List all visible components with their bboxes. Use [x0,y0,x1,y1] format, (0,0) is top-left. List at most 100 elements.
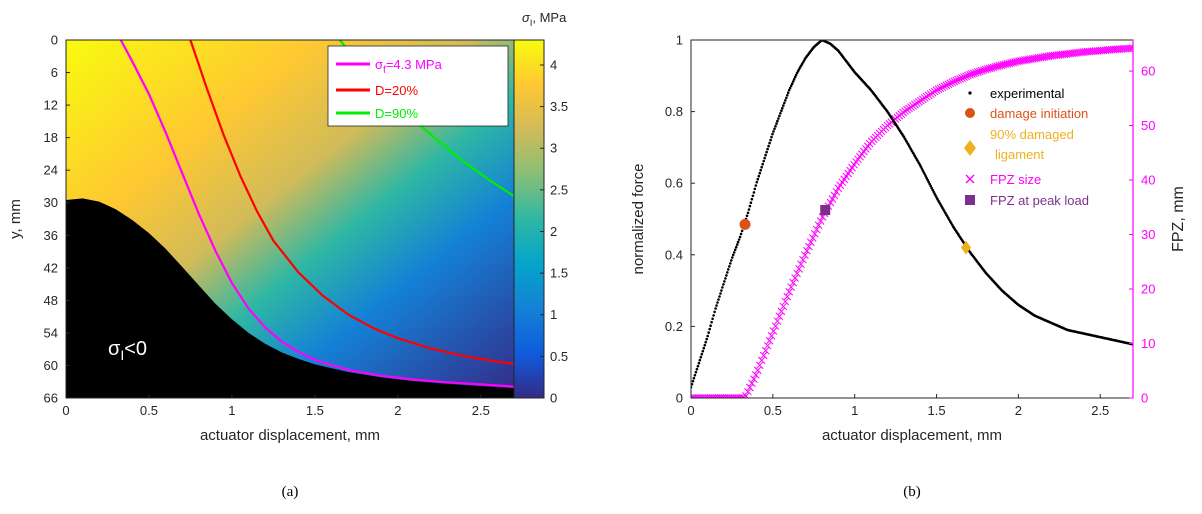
colorbar-label: σI, MPa [522,10,567,28]
fpz-size-marker [830,191,839,200]
experimental-point [695,367,699,371]
fpz-size-marker [808,234,817,242]
fpz-size-marker [771,322,780,330]
legend-b-label-ligament: 90% damaged [990,127,1074,142]
negative-region-label: σI<0 [108,338,147,363]
y-right-tick-label-b: 40 [1141,173,1155,188]
experimental-point [708,327,711,331]
fpz-size-marker [712,394,721,398]
fpz-size-marker [942,81,951,90]
fpz-size-marker [744,387,752,396]
experimental-point [701,349,705,353]
fpz-size-marker [954,75,963,84]
experimental-point [698,358,702,362]
x-tick-label-b: 0.5 [764,403,782,418]
experimental-point [709,324,712,328]
cb-label-sub: I [530,18,533,28]
colorbar-tick-label: 3 [550,141,557,156]
fpz-size-marker [704,394,713,398]
x-tick-label-b: 2.5 [1091,403,1109,418]
experimental-point [783,101,786,105]
experimental-point [752,191,756,194]
fpz-size-marker [718,394,727,398]
fpz-size-marker [769,327,778,335]
fpz-size-marker [948,78,957,87]
experimental-point [707,331,710,334]
x-axis-label-a: actuator displacement, mm [200,427,380,444]
experimental-point [733,248,737,252]
y-tick-label-a: 0 [51,33,58,48]
fpz-size-marker [783,292,792,301]
experimental-point [769,138,772,142]
experimental-point [729,262,732,265]
experimental-point [693,373,697,377]
cb-label-symbol: σ [522,10,531,25]
experimental-point [697,361,701,365]
fpz-size-marker [828,195,837,203]
fpz-size-marker [757,356,766,365]
fpz-size-marker [722,394,731,398]
fpz-size-marker [693,394,701,398]
fpz-size-marker [773,317,782,326]
fpz-size-marker [946,79,955,88]
experimental-point [718,295,721,298]
y-right-tick-label-b: 50 [1141,118,1155,133]
fpz-size-marker [746,383,754,392]
experimental-point [745,214,749,218]
experimental-point [735,243,739,246]
y-tick-label-b: 0.8 [665,104,683,119]
experimental-point [771,132,774,136]
fpz-size-marker [730,394,739,398]
experimental-point [738,235,742,239]
panel-a-caption: (a) [282,484,299,500]
experimental-point [706,334,709,338]
neg-label-symbol: σ [108,338,121,360]
fpz-size-marker [706,394,715,398]
experimental-point [721,286,724,289]
fpz-size-marker [940,82,949,91]
negative-stress-region [66,198,514,398]
experimental-point [762,159,765,163]
fpz-size-marker [962,72,970,81]
legend-a-label-d90: D=90% [375,106,418,121]
fpz-size-marker [934,85,943,94]
experimental-point [724,277,727,280]
fpz-size-marker [763,341,772,350]
colorbar-tick-label: 2 [550,224,557,239]
experimental-point [763,156,766,160]
experimental-point [739,232,743,236]
legend-b-marker-ligament [964,140,976,156]
fpz-peak-marker [820,205,831,216]
experimental-point [758,171,762,175]
legend-b-label-ligament-2: ligament [995,147,1045,162]
fpz-size-marker [728,394,737,398]
y-tick-label-a: 36 [44,228,58,243]
experimental-point [715,304,718,307]
experimental-point [780,109,783,112]
y-tick-label-a: 12 [44,98,58,113]
damage-initiation-marker [739,218,751,230]
neg-label-sub: I [120,347,124,363]
fpz-size-marker [791,274,799,282]
fpz-size-marker [775,312,784,321]
x-tick-label-b: 2 [1015,403,1022,418]
experimental-point [786,91,790,94]
fpz-size-marker [799,255,807,264]
x-tick-label-a: 1 [228,403,235,418]
fpz-size-marker [932,86,941,94]
experimental-point [691,379,695,383]
fpz-size-marker [691,394,695,398]
legend-b: experimental damage initiation 90% damag… [964,86,1089,208]
experimental-point [730,259,733,262]
fpz-size-marker [826,198,835,207]
fpz-size-marker [795,265,803,273]
colorbar-tick-label: 1 [550,307,557,322]
experimental-point [716,301,719,304]
experimental-point [740,229,744,233]
cb-label-rest: , MPa [532,10,567,25]
experimental-point [761,162,764,166]
neg-label-rest: <0 [124,338,147,360]
fpz-size-marker [710,394,719,398]
experimental-point [713,310,716,314]
panel-b-caption: (b) [903,484,921,500]
